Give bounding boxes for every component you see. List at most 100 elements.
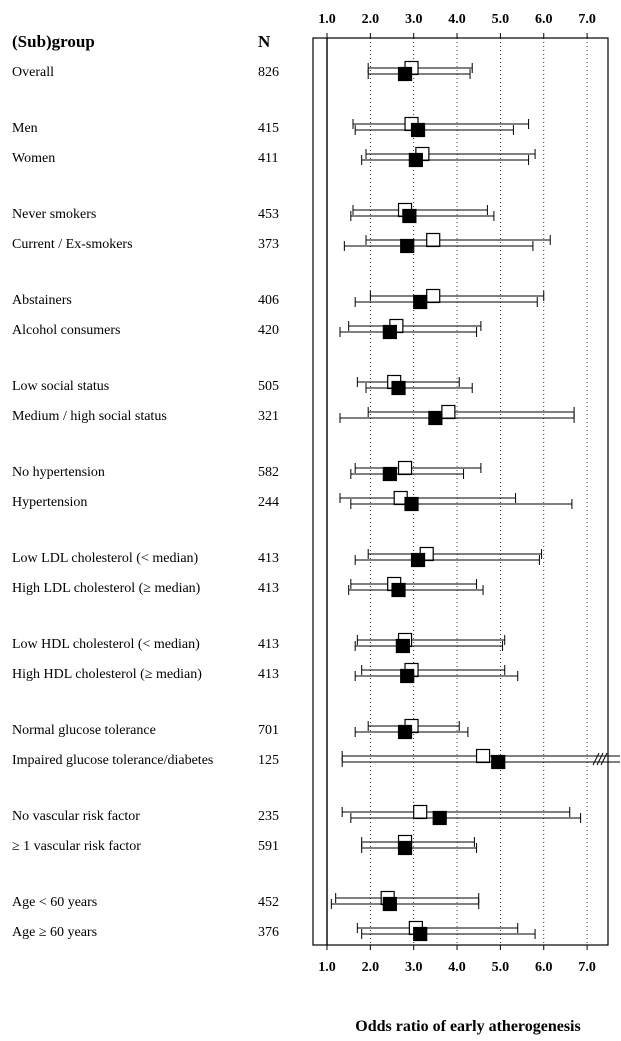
filled-square-estimate (432, 810, 447, 826)
open-square-estimate (426, 232, 441, 248)
row-label: Medium / high social status (12, 409, 167, 424)
row-label: Current / Ex-smokers (12, 237, 133, 252)
row-estimates (367, 60, 473, 82)
row-label: Low HDL cholesterol (< median) (12, 637, 200, 652)
plot-area: 1.0 1.0 2.0 2.0 3.0 3.0 4.0 4.0 5.0 5.0 6.0 6.0 7.0 7… (312, 12, 620, 975)
filled-square-estimate (391, 582, 406, 598)
row-n: 582 (258, 465, 279, 480)
row-label: ≥ 1 vascular risk factor (12, 839, 141, 854)
row-label: Low social status (12, 379, 109, 394)
x-axis-label: Odds ratio of early atherogenesis (355, 1018, 580, 1035)
axis-break-mark (600, 752, 608, 766)
filled-square-estimate (382, 324, 397, 340)
bottom-tick-label: 7.0 (578, 960, 596, 975)
row-n: 453 (258, 207, 279, 222)
row-label: No hypertension (12, 465, 105, 480)
row-label: No vascular risk factor (12, 809, 140, 824)
top-tick-label: 5.0 (492, 12, 510, 27)
row-n: 413 (258, 637, 279, 652)
row-label: Alcohol consumers (12, 323, 120, 338)
row-estimates (354, 662, 519, 684)
filled-square-estimate (413, 926, 428, 942)
filled-square-estimate (410, 122, 426, 138)
row-estimates (361, 146, 536, 168)
row-n: 701 (258, 723, 279, 738)
bottom-tick-label: 6.0 (535, 960, 553, 975)
row-n: 235 (258, 809, 279, 824)
bottom-tick-label: 4.0 (448, 960, 466, 975)
top-tick-label: 7.0 (578, 12, 596, 27)
row-label: Impaired glucose tolerance/diabetes (12, 753, 213, 768)
row-n: 406 (258, 293, 279, 308)
top-tick-label: 2.0 (362, 12, 380, 27)
row-n: 452 (258, 895, 279, 910)
row-estimates (361, 834, 478, 856)
axis-break-mark (596, 752, 604, 766)
filled-square-estimate (382, 466, 397, 482)
row-estimates (356, 374, 473, 396)
filled-square-estimate (397, 66, 413, 82)
row-labels: Overall 826 Men 415 Women 411 Never smokers 453… (12, 65, 279, 940)
row-label: Overall (12, 65, 54, 80)
open-square-estimate (441, 404, 456, 420)
bottom-tick-label: 1.0 (318, 960, 336, 975)
filled-square-estimate (395, 638, 410, 654)
row-label: Men (12, 121, 38, 136)
row-n: 125 (258, 753, 279, 768)
row-label: Abstainers (12, 293, 72, 308)
axis-break-mark (592, 752, 600, 766)
row-estimates (354, 288, 545, 310)
row-label: Women (12, 151, 55, 166)
row-estimates (339, 490, 573, 512)
row-label: Never smokers (12, 207, 96, 222)
row-label: Age < 60 years (12, 895, 97, 910)
n-column-header: N (258, 32, 271, 51)
row-label: Low LDL cholesterol (< median) (12, 551, 199, 566)
plot-frame (312, 37, 609, 946)
top-tick-label: 6.0 (535, 12, 553, 27)
row-n: 826 (258, 65, 279, 80)
row-estimates (350, 202, 495, 224)
open-square-estimate (397, 460, 413, 476)
row-n: 321 (258, 409, 279, 424)
row-label: Age ≥ 60 years (12, 925, 97, 940)
row-estimates (354, 546, 543, 568)
row-estimates (341, 748, 620, 770)
bottom-tick-label: 5.0 (492, 960, 510, 975)
row-n: 413 (258, 581, 279, 596)
row-n: 505 (258, 379, 279, 394)
row-n: 420 (258, 323, 279, 338)
row-estimates (339, 318, 482, 340)
filled-square-estimate (400, 238, 415, 254)
row-n: 411 (258, 151, 278, 166)
row-n: 413 (258, 667, 279, 682)
open-square-estimate (426, 288, 441, 304)
row-estimates (350, 460, 482, 482)
filled-square-estimate (410, 552, 426, 568)
row-estimates (339, 404, 575, 426)
filled-square-estimate (382, 896, 397, 912)
row-n: 373 (258, 237, 279, 252)
filled-square-estimate (413, 294, 428, 310)
row-label: Normal glucose tolerance (12, 723, 156, 738)
filled-square-estimate (402, 208, 417, 224)
row-estimates (354, 632, 506, 654)
filled-square-estimate (400, 668, 415, 684)
row-estimates (354, 718, 469, 740)
filled-square-estimate (397, 840, 413, 856)
group-column-header: (Sub)group (12, 32, 95, 51)
row-n: 415 (258, 121, 279, 136)
top-tick-label: 1.0 (318, 12, 336, 27)
filled-square-estimate (428, 410, 443, 426)
top-tick-label: 4.0 (448, 12, 466, 27)
row-label: Hypertension (12, 495, 87, 510)
bottom-tick-label: 3.0 (405, 960, 423, 975)
open-square-estimate (413, 804, 428, 820)
row-n: 376 (258, 925, 279, 940)
row-n: 591 (258, 839, 279, 854)
bottom-tick-label: 2.0 (362, 960, 380, 975)
row-estimates (343, 232, 551, 254)
row-n: 413 (258, 551, 279, 566)
row-label: High LDL cholesterol (≥ median) (12, 581, 201, 596)
row-estimates (356, 920, 536, 942)
